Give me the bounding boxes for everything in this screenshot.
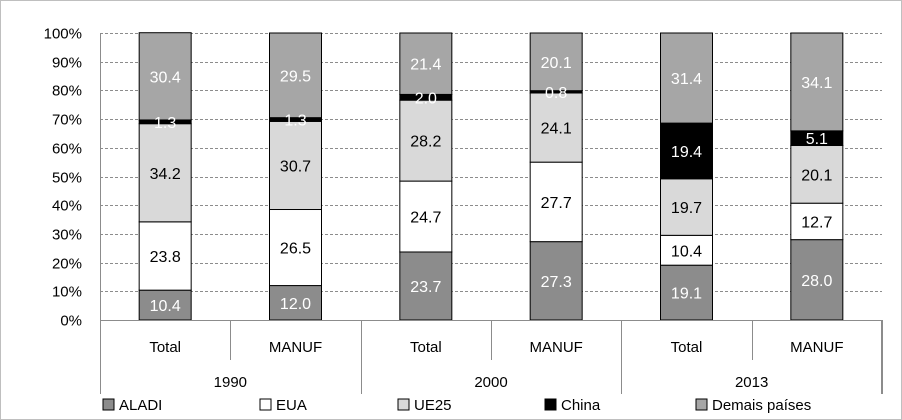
data-label: 19.4 bbox=[671, 144, 702, 161]
legend-label: UE25 bbox=[414, 397, 452, 414]
y-tick-label: 70% bbox=[52, 112, 82, 129]
x-axis-category-labels: Total MANUF Total MANUF Total MANUF bbox=[149, 339, 843, 356]
bar-segment bbox=[790, 32, 844, 132]
data-label: 20.1 bbox=[801, 167, 832, 184]
gridlines bbox=[100, 33, 882, 292]
legend-swatch bbox=[544, 398, 557, 411]
data-label: 24.1 bbox=[541, 121, 572, 138]
axes bbox=[100, 33, 883, 394]
legend-swatch bbox=[695, 398, 708, 411]
data-label: 24.7 bbox=[410, 210, 441, 227]
data-label: 5.1 bbox=[806, 131, 828, 148]
category-label: MANUF bbox=[790, 339, 843, 356]
bar-segment bbox=[399, 32, 453, 95]
bar-segment bbox=[269, 32, 322, 119]
legend-label: China bbox=[561, 397, 601, 414]
y-tick-label: 20% bbox=[52, 256, 82, 273]
bar-segment bbox=[660, 32, 713, 124]
bar-segment bbox=[660, 264, 713, 321]
bar-segment bbox=[660, 122, 713, 180]
data-label: 23.8 bbox=[150, 249, 181, 266]
y-tick-label: 100% bbox=[44, 26, 82, 43]
data-label: 20.1 bbox=[541, 55, 572, 72]
group-label: 2000 bbox=[474, 374, 507, 391]
legend-label: EUA bbox=[276, 397, 307, 414]
bar-segment bbox=[138, 32, 192, 121]
bar-segment bbox=[269, 285, 322, 321]
category-label: MANUF bbox=[269, 339, 322, 356]
data-label: 10.4 bbox=[150, 298, 181, 315]
data-label: 1.3 bbox=[154, 115, 176, 132]
data-label: 0.8 bbox=[545, 85, 567, 102]
y-tick-label: 0% bbox=[60, 313, 82, 330]
data-label: 23.7 bbox=[410, 279, 441, 296]
data-label: 29.5 bbox=[280, 68, 311, 85]
category-label: Total bbox=[671, 339, 703, 356]
data-label: 12.7 bbox=[801, 214, 832, 231]
data-label: 28.2 bbox=[410, 134, 441, 151]
category-label: MANUF bbox=[530, 339, 583, 356]
y-tick-label: 80% bbox=[52, 83, 82, 100]
data-label: 28.0 bbox=[801, 273, 832, 290]
data-label: 27.7 bbox=[541, 195, 572, 212]
bar-segment bbox=[529, 161, 583, 243]
group-label: 2013 bbox=[735, 374, 768, 391]
data-label: 30.7 bbox=[280, 158, 311, 175]
y-axis-tick-labels: 0% 10% 20% 30% 40% 50% 60% 70% 80% 90% 100% bbox=[44, 26, 82, 330]
legend-swatch bbox=[397, 398, 410, 411]
bar-segment bbox=[269, 209, 322, 287]
category-label: Total bbox=[149, 339, 181, 356]
data-label: 1.3 bbox=[284, 113, 306, 130]
legend-label: ALADI bbox=[119, 397, 162, 414]
legend-swatch bbox=[102, 398, 115, 411]
data-label: 2.0 bbox=[415, 90, 437, 107]
data-label: 26.5 bbox=[280, 241, 311, 258]
y-tick-label: 40% bbox=[52, 198, 82, 215]
bar-segment bbox=[790, 239, 844, 321]
data-label: 34.2 bbox=[150, 166, 181, 183]
data-label: 21.4 bbox=[410, 57, 441, 74]
data-label: 12.0 bbox=[280, 296, 311, 313]
bar-segment bbox=[399, 99, 453, 182]
bar-segment bbox=[399, 180, 453, 253]
data-label: 34.1 bbox=[801, 75, 832, 92]
y-tick-label: 60% bbox=[52, 141, 82, 158]
y-tick-label: 30% bbox=[52, 227, 82, 244]
y-tick-label: 50% bbox=[52, 170, 82, 187]
data-label: 30.4 bbox=[150, 69, 181, 86]
bar-segment bbox=[660, 234, 713, 266]
legend-swatch bbox=[259, 398, 272, 411]
bars bbox=[138, 32, 844, 321]
bar-data-labels: 10.4 23.8 34.2 1.3 30.4 12.0 26.5 30.7 1.3 29.5 23… bbox=[150, 55, 833, 315]
y-tick-label: 10% bbox=[52, 284, 82, 301]
data-label: 31.4 bbox=[671, 71, 702, 88]
data-label: 19.1 bbox=[671, 286, 702, 303]
data-label: 19.7 bbox=[671, 200, 702, 217]
legend: ALADI EUA UE25 China Demais países bbox=[102, 397, 811, 414]
bar-segment bbox=[138, 123, 192, 223]
legend-label: Demais países bbox=[712, 397, 811, 414]
category-label: Total bbox=[410, 339, 442, 356]
data-label: 27.3 bbox=[541, 274, 572, 291]
group-label: 1990 bbox=[214, 374, 247, 391]
bar-segment bbox=[529, 32, 583, 92]
bar-segment bbox=[660, 178, 713, 236]
bar-segment bbox=[790, 145, 844, 204]
x-axis-group-labels: 1990 2000 2013 bbox=[214, 374, 769, 391]
data-label: 10.4 bbox=[671, 243, 702, 260]
y-tick-label: 90% bbox=[52, 55, 82, 72]
